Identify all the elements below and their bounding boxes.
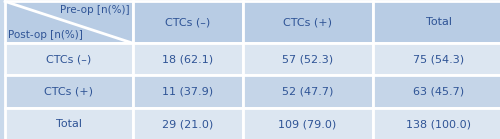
- Bar: [242, 43, 372, 75]
- Text: Post-op [n(%)]: Post-op [n(%)]: [8, 30, 83, 40]
- Bar: [5, 108, 132, 139]
- Bar: [372, 1, 500, 43]
- Bar: [242, 1, 372, 43]
- Text: CTCs (+): CTCs (+): [283, 17, 332, 27]
- Bar: [372, 43, 500, 75]
- Bar: [372, 75, 500, 108]
- Text: 18 (62.1): 18 (62.1): [162, 54, 213, 64]
- Bar: [132, 75, 242, 108]
- Text: 29 (21.0): 29 (21.0): [162, 119, 213, 129]
- Text: 75 (54.3): 75 (54.3): [413, 54, 465, 64]
- Bar: [372, 108, 500, 139]
- Bar: [5, 75, 132, 108]
- Text: 138 (100.0): 138 (100.0): [406, 119, 471, 129]
- Text: 63 (45.7): 63 (45.7): [413, 87, 465, 97]
- Text: CTCs (–): CTCs (–): [165, 17, 210, 27]
- Bar: [5, 43, 132, 75]
- Text: Pre-op [n(%)]: Pre-op [n(%)]: [60, 5, 130, 15]
- Bar: [132, 108, 242, 139]
- Text: Total: Total: [426, 17, 452, 27]
- Text: CTCs (+): CTCs (+): [44, 87, 93, 97]
- Text: 52 (47.7): 52 (47.7): [282, 87, 333, 97]
- Bar: [132, 1, 242, 43]
- Bar: [132, 43, 242, 75]
- Text: CTCs (–): CTCs (–): [46, 54, 92, 64]
- Text: Total: Total: [56, 119, 82, 129]
- Text: 57 (52.3): 57 (52.3): [282, 54, 333, 64]
- Bar: [242, 75, 372, 108]
- Bar: [242, 108, 372, 139]
- Bar: [5, 1, 132, 43]
- Text: 109 (79.0): 109 (79.0): [278, 119, 336, 129]
- Text: 11 (37.9): 11 (37.9): [162, 87, 213, 97]
